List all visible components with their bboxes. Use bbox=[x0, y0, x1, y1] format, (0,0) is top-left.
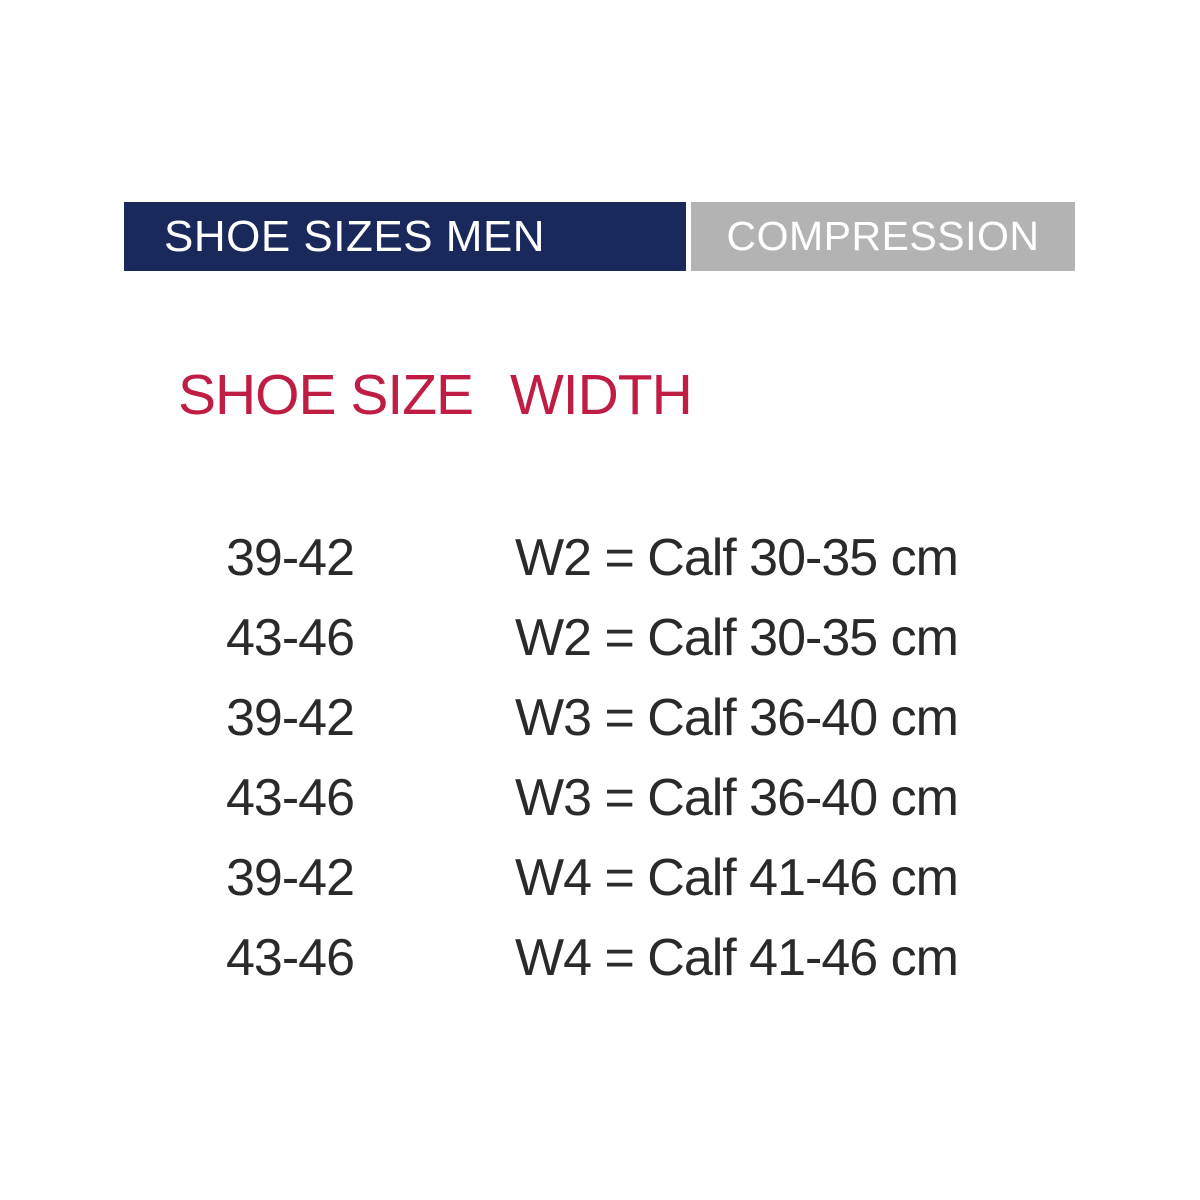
table-row: 43-46 W3 = Calf 36-40 cm bbox=[0, 758, 1200, 838]
width-cell: W4 = Calf 41-46 cm bbox=[515, 929, 959, 987]
header-divider bbox=[686, 202, 691, 271]
shoe-size-cell: 39-42 bbox=[226, 529, 355, 587]
width-cell: W4 = Calf 41-46 cm bbox=[515, 849, 959, 907]
size-table-body: 39-42 W2 = Calf 30-35 cm 43-46 W2 = Calf… bbox=[0, 518, 1200, 998]
table-row: 39-42 W4 = Calf 41-46 cm bbox=[0, 838, 1200, 918]
shoe-size-cell: 43-46 bbox=[226, 769, 355, 827]
width-cell: W2 = Calf 30-35 cm bbox=[515, 529, 959, 587]
width-cell: W3 = Calf 36-40 cm bbox=[515, 689, 959, 747]
table-row: 43-46 W2 = Calf 30-35 cm bbox=[0, 598, 1200, 678]
column-header-shoe-size: SHOE SIZE bbox=[178, 363, 474, 427]
table-row: 43-46 W4 = Calf 41-46 cm bbox=[0, 918, 1200, 998]
header-left-label: SHOE SIZES MEN bbox=[164, 211, 546, 261]
header-bar: SHOE SIZES MEN COMPRESSION bbox=[124, 202, 1075, 271]
column-header-width: WIDTH bbox=[510, 363, 693, 427]
header-segment-compression: COMPRESSION bbox=[691, 202, 1075, 271]
width-cell: W2 = Calf 30-35 cm bbox=[515, 609, 959, 667]
header-right-label: COMPRESSION bbox=[726, 213, 1040, 259]
width-cell: W3 = Calf 36-40 cm bbox=[515, 769, 959, 827]
shoe-size-cell: 39-42 bbox=[226, 849, 355, 907]
shoe-size-cell: 43-46 bbox=[226, 609, 355, 667]
header-segment-shoe-sizes-men: SHOE SIZES MEN bbox=[124, 202, 686, 271]
shoe-size-cell: 39-42 bbox=[226, 689, 355, 747]
table-row: 39-42 W2 = Calf 30-35 cm bbox=[0, 518, 1200, 598]
shoe-size-cell: 43-46 bbox=[226, 929, 355, 987]
table-row: 39-42 W3 = Calf 36-40 cm bbox=[0, 678, 1200, 758]
